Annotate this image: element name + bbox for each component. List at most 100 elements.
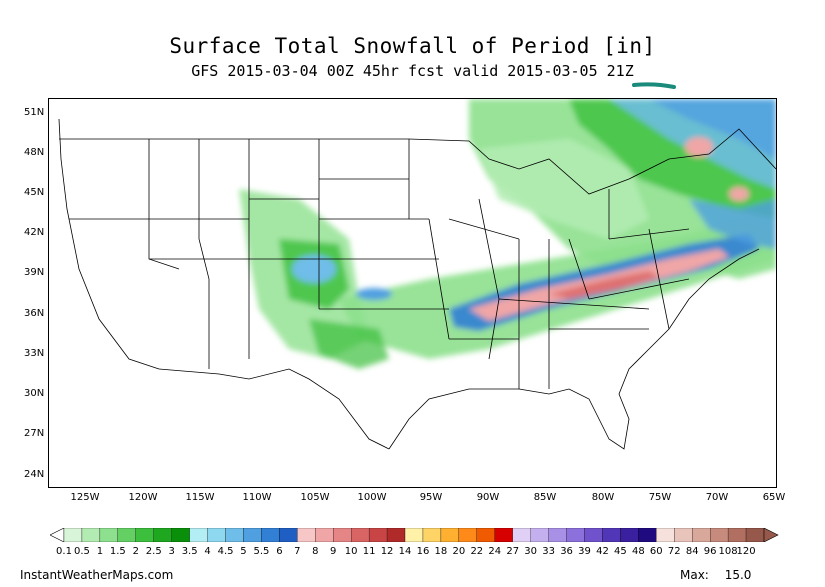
colorbar-swatch — [207, 528, 226, 542]
colorbar-tick-label: 8 — [312, 546, 319, 557]
colorbar-swatch — [189, 528, 208, 542]
colorbar-swatch — [440, 528, 460, 542]
lon-label-75w: 75W — [648, 492, 672, 503]
max-value: 15.0 — [724, 568, 752, 582]
colorbar-swatch — [333, 528, 352, 542]
colorbar-swatch — [243, 528, 262, 542]
lon-label-120w: 120W — [128, 492, 158, 503]
colorbar-swatch — [620, 528, 639, 542]
max-label-text: Max: — [680, 568, 709, 582]
website-credit: InstantWeatherMaps.com — [20, 568, 174, 582]
lon-label-115w: 115W — [185, 492, 215, 503]
colorbar-swatch — [315, 528, 334, 542]
colorbar-swatch — [512, 528, 531, 542]
lon-label-110w: 110W — [242, 492, 272, 503]
colorbar-tick-label: 0.1 — [56, 546, 72, 557]
colorbar-tick-label: 108 — [718, 546, 738, 557]
colorbar-tick-label: 9 — [330, 546, 337, 557]
lon-label-70w: 70W — [705, 492, 729, 503]
colorbar-swatch — [153, 528, 172, 542]
colorbar-tick-label: 3.5 — [181, 546, 198, 557]
colorbar-tick-label: 4.5 — [217, 546, 234, 557]
colorbar-swatch — [171, 528, 190, 542]
colorbar-swatch — [656, 528, 675, 542]
colorbar-tick-label: 1 — [96, 546, 104, 557]
colorbar-tick-label: 24 — [488, 546, 502, 557]
map-title: Surface Total Snowfall of Period [in] — [169, 34, 656, 58]
colorbar-tick-label: 72 — [667, 546, 681, 557]
colorbar-swatch — [602, 528, 621, 542]
map-canvas — [58, 99, 776, 450]
lat-label-51n: 51N — [24, 107, 45, 118]
lat-label-24n: 24N — [24, 469, 45, 480]
colorbar-swatch — [638, 528, 657, 542]
colorbar-swatch — [530, 528, 549, 542]
lat-label-45n: 45N — [24, 187, 45, 198]
lat-label-36n: 36N — [24, 308, 45, 319]
colorbar-tick-label: 27 — [506, 546, 520, 557]
colorbar-tick-label: 4 — [204, 546, 211, 557]
colorbar-tick-label: 0.5 — [73, 546, 90, 557]
colorbar-tick-label: 36 — [560, 546, 573, 557]
state-boundaries — [58, 118, 776, 450]
colorbar-tick-label: 5 — [240, 546, 247, 557]
lon-label-65w: 65W — [762, 492, 786, 503]
colorbar-tick-label: 12 — [380, 546, 394, 557]
lon-label-105w: 105W — [300, 492, 330, 503]
colorbar-tick-label: 18 — [434, 546, 448, 557]
colorbar-swatch — [710, 528, 729, 542]
colorbar-max-arrow — [763, 528, 779, 542]
colorbar-tick-label: 30 — [524, 546, 538, 557]
colorbar-swatch — [692, 528, 711, 542]
colorbar-min-arrow — [50, 528, 65, 542]
colorbar-swatch — [422, 528, 442, 542]
lat-label-27n: 27N — [24, 428, 45, 439]
lat-label-33n: 33N — [24, 348, 45, 359]
colorbar-swatch — [566, 528, 585, 542]
colorbar-tick-label: 11 — [362, 546, 376, 557]
snowfall-shading — [239, 99, 776, 369]
colorbar-swatch — [351, 528, 370, 542]
colorbar-swatch — [225, 528, 244, 542]
lon-label-90w: 90W — [476, 492, 500, 503]
colorbar-tick-label: 20 — [452, 546, 466, 557]
colorbar-swatch — [63, 528, 83, 542]
colorbar-swatch — [99, 528, 118, 542]
colorbar-tick-label: 3 — [168, 546, 175, 557]
colorbar-swatch — [135, 528, 154, 542]
colorbar-tick-label: 14 — [398, 546, 412, 557]
colorbar-tick-label: 45 — [614, 546, 627, 557]
colorbar-swatch — [548, 528, 567, 542]
colorbar-tick-label: 33 — [542, 546, 555, 557]
colorbar-swatch — [494, 528, 513, 542]
colorbar-tick-label: 1.5 — [109, 546, 126, 557]
colorbar-tick-label: 42 — [596, 546, 609, 557]
annotation-underline — [632, 82, 676, 89]
lon-label-85w: 85W — [533, 492, 557, 503]
lon-label-95w: 95W — [419, 492, 443, 503]
colorbar-swatch — [745, 528, 765, 542]
colorbar-tick-label: 39 — [578, 546, 591, 557]
colorbar-swatch — [584, 528, 603, 542]
colorbar-tick-label: 10 — [344, 546, 358, 557]
colorbar-swatch — [674, 528, 693, 542]
colorbar-swatch — [81, 528, 101, 542]
colorbar-swatch — [279, 528, 298, 542]
colorbar — [50, 528, 779, 542]
colorbar-swatch — [368, 528, 388, 542]
colorbar-swatch — [297, 528, 316, 542]
colorbar-swatch — [727, 528, 747, 542]
lat-label-42n: 42N — [24, 227, 45, 238]
lon-label-125w: 125W — [70, 492, 100, 503]
colorbar-swatch — [261, 528, 280, 542]
colorbar-tick-label: 7 — [294, 546, 301, 557]
colorbar-swatch — [386, 528, 406, 542]
colorbar-tick-label: 2 — [132, 546, 139, 557]
colorbar-tick-label: 84 — [685, 546, 699, 557]
colorbar-tick-label: 5.5 — [253, 546, 270, 557]
colorbar-tick-label: 60 — [649, 546, 663, 557]
colorbar-swatch — [404, 528, 424, 542]
colorbar-swatch — [117, 528, 136, 542]
colorbar-tick-label: 2.5 — [145, 546, 162, 557]
colorbar-tick-label: 16 — [416, 546, 430, 557]
